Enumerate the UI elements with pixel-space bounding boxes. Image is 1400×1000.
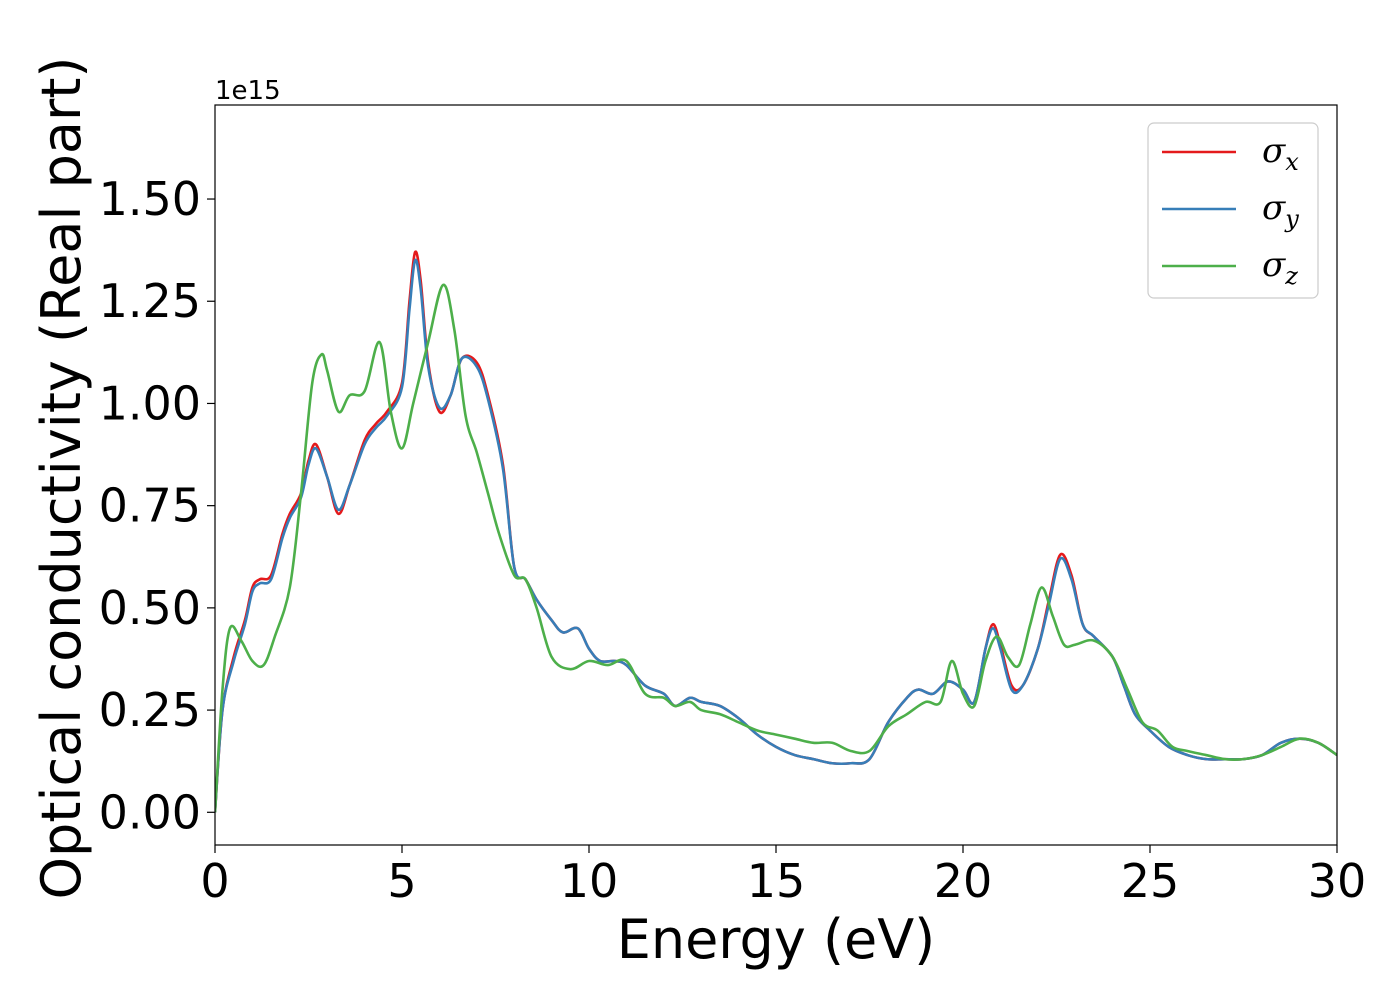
y-tick-label: 1.25 [99,274,201,328]
y-axis: 0.00 0.25 0.50 0.75 1.00 1.25 1.50 [99,172,215,839]
x-tick-label: 15 [747,854,806,908]
y-offset-label: 1e15 [215,76,281,106]
x-tick-label: 5 [387,854,416,908]
x-tick-label: 10 [560,854,619,908]
y-tick-label: 1.50 [99,172,201,226]
legend-box [1147,122,1319,299]
y-axis-title: Optical conductivity (Real part) [30,57,93,900]
y-tick-label: 0.00 [99,785,201,839]
x-tick-label: 20 [934,854,993,908]
x-axis: 0 5 10 15 20 25 30 [200,845,1366,908]
series-line-y [215,258,1337,813]
series-line-x [215,250,1337,813]
series-layer [215,250,1337,813]
x-axis-title: Energy (eV) [617,908,936,971]
x-tick-label: 30 [1308,854,1367,908]
x-tick-label: 25 [1121,854,1180,908]
y-tick-label: 0.50 [99,581,201,635]
y-tick-label: 0.25 [99,683,201,737]
y-tick-label: 0.75 [99,479,201,533]
series-line-z [215,283,1337,813]
y-tick-label: 1.00 [99,376,201,430]
x-tick-label: 0 [200,854,229,908]
